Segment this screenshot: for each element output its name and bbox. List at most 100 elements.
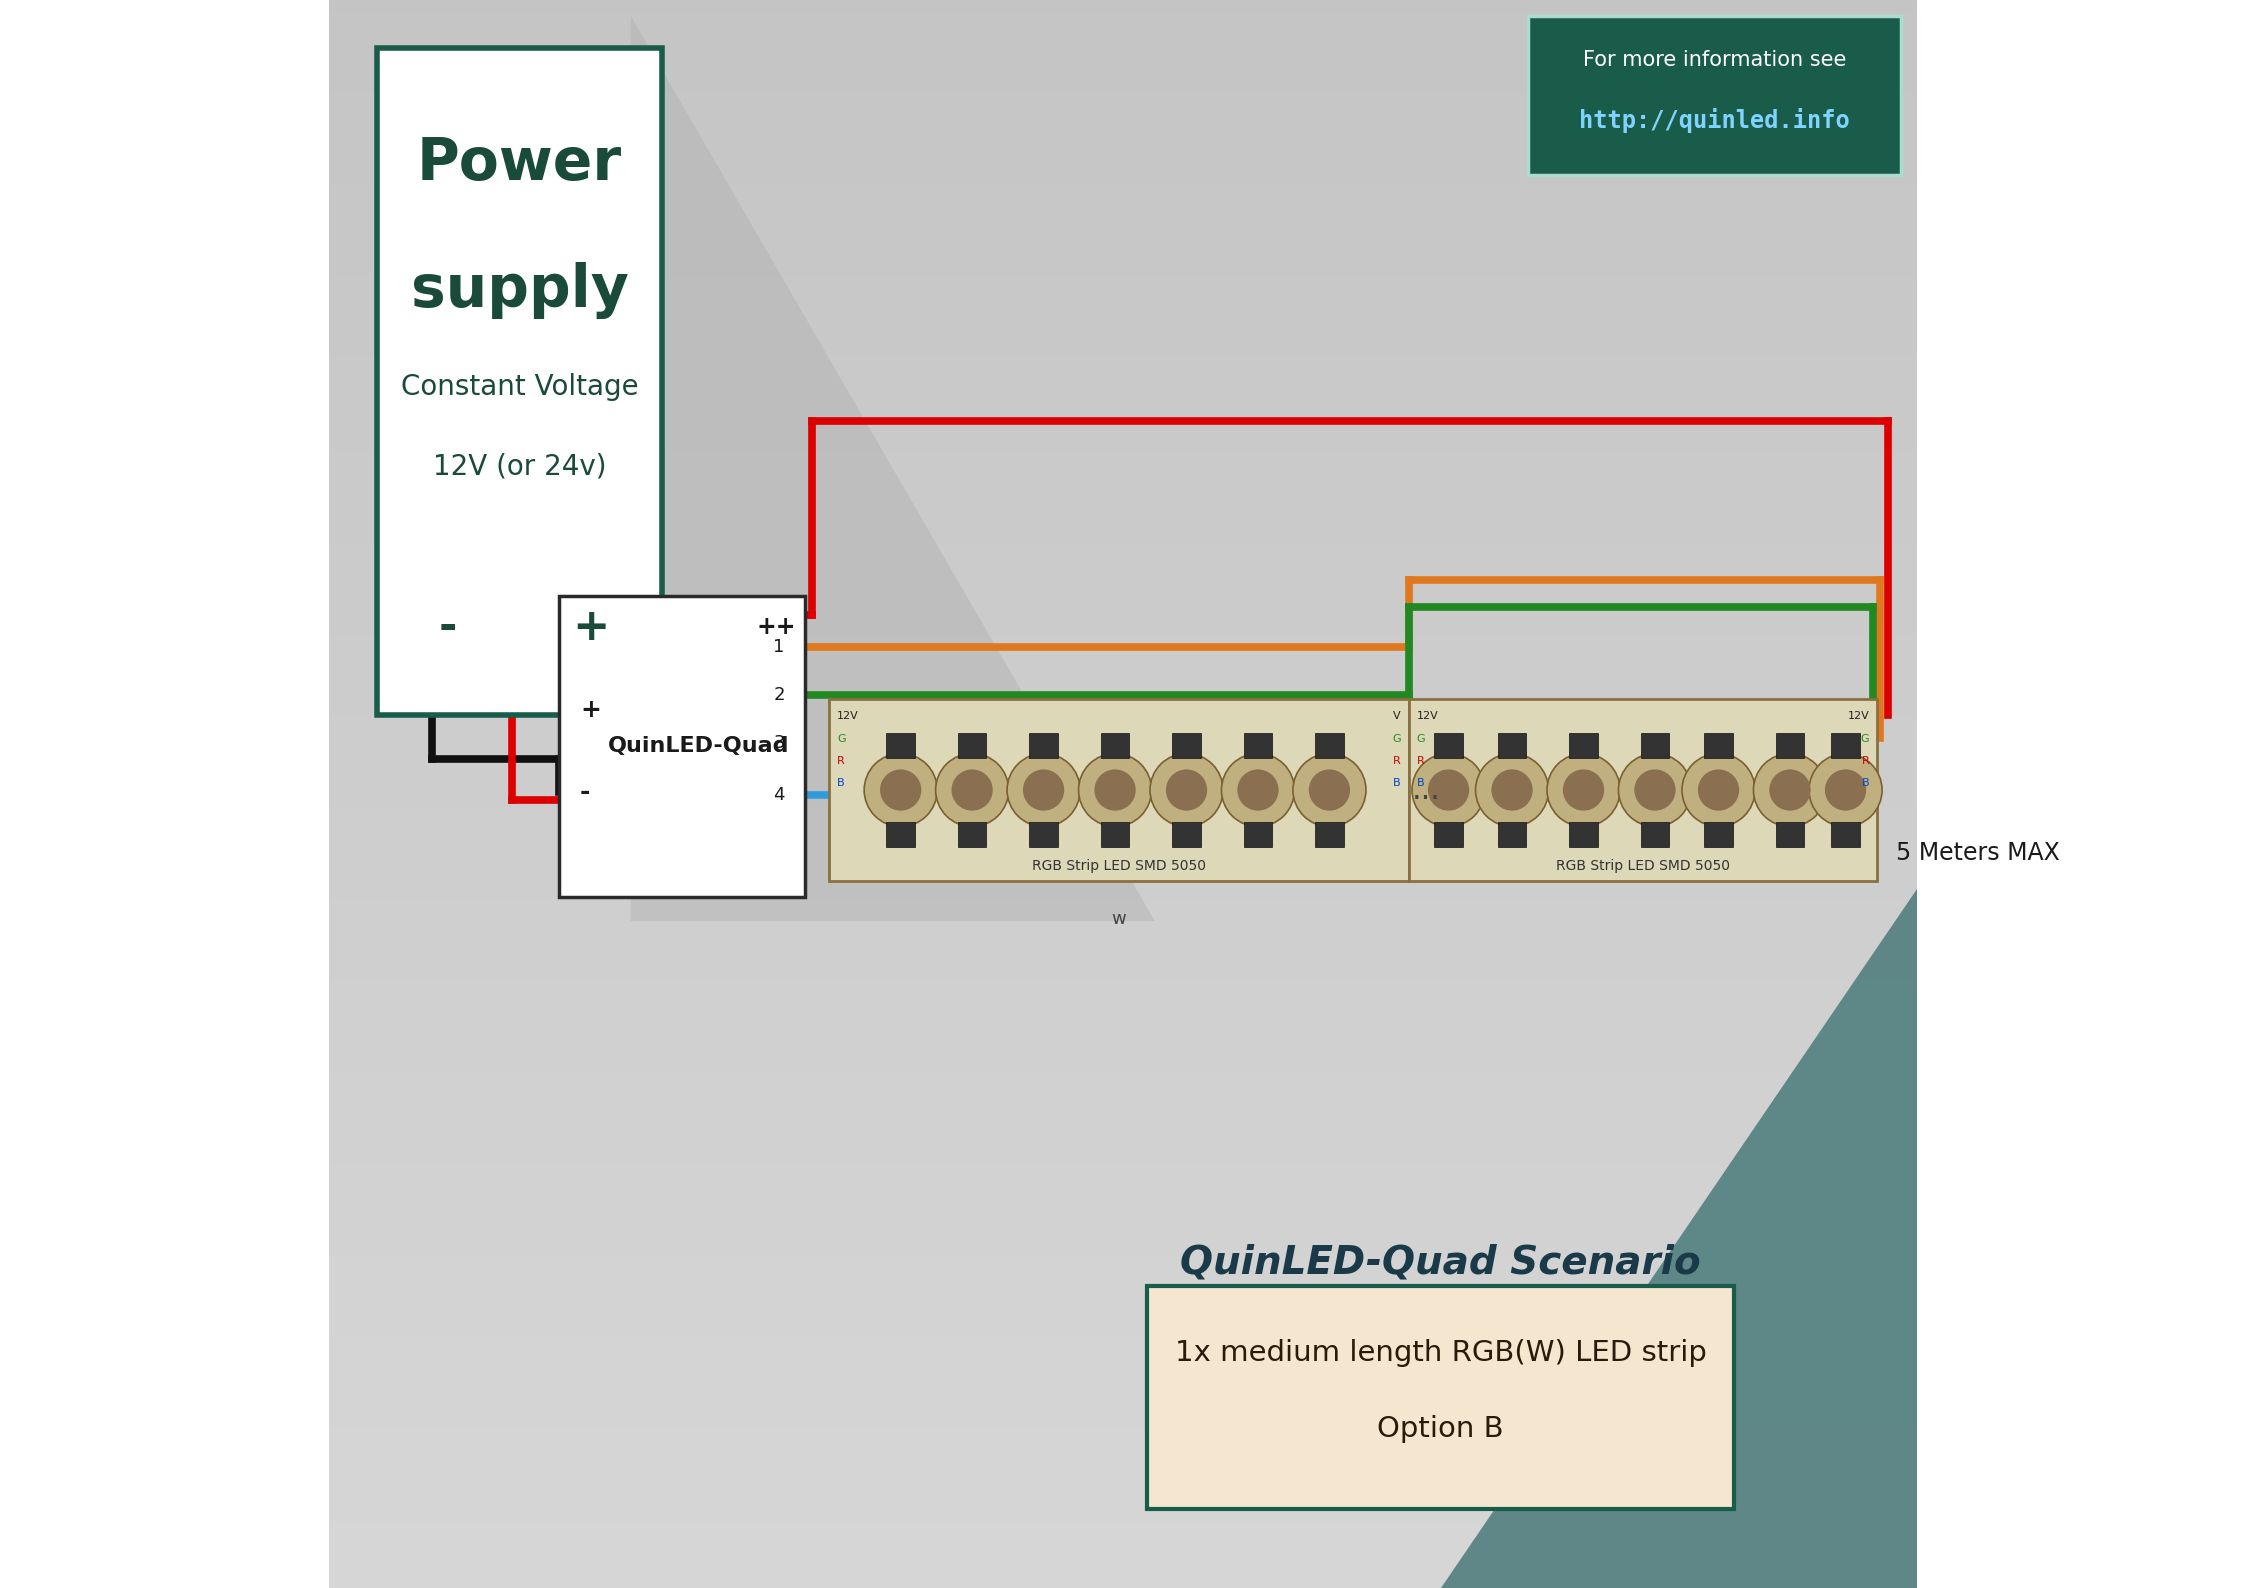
Bar <box>328 1575 1918 1588</box>
Circle shape <box>1770 769 1810 810</box>
Bar <box>1244 823 1271 848</box>
Bar <box>328 1231 1918 1243</box>
Bar <box>328 1521 1918 1536</box>
Bar <box>328 1178 1918 1191</box>
Bar <box>328 1005 1918 1019</box>
Bar <box>328 1496 1918 1509</box>
Polygon shape <box>1440 889 1918 1588</box>
Bar <box>328 1442 1918 1456</box>
Bar <box>1830 823 1860 848</box>
FancyBboxPatch shape <box>1408 699 1878 881</box>
Circle shape <box>1309 769 1350 810</box>
Text: -: - <box>438 605 458 649</box>
Text: 4: 4 <box>773 786 784 804</box>
Bar <box>328 1072 1918 1085</box>
Bar <box>328 569 1918 583</box>
Text: For more information see: For more information see <box>1583 51 1846 70</box>
Bar <box>328 40 1918 52</box>
Circle shape <box>1238 769 1278 810</box>
Text: -: - <box>579 780 591 804</box>
Bar <box>1316 732 1343 757</box>
Bar <box>328 186 1918 198</box>
Bar <box>1640 823 1669 848</box>
Bar <box>328 13 1918 27</box>
Bar <box>1777 823 1804 848</box>
Bar <box>328 476 1918 489</box>
FancyBboxPatch shape <box>559 596 806 897</box>
Text: ...: ... <box>1413 775 1442 805</box>
Circle shape <box>1476 753 1547 826</box>
Bar <box>328 1059 1918 1072</box>
Text: http://quinled.info: http://quinled.info <box>1579 108 1851 133</box>
Bar <box>328 52 1918 67</box>
Text: B: B <box>1417 778 1424 788</box>
Bar <box>328 1350 1918 1363</box>
Bar <box>328 211 1918 225</box>
Text: 1x medium length RGB(W) LED strip: 1x medium length RGB(W) LED strip <box>1175 1339 1707 1367</box>
Bar <box>328 767 1918 781</box>
FancyBboxPatch shape <box>377 48 663 715</box>
Bar <box>328 583 1918 596</box>
Bar <box>328 278 1918 291</box>
Circle shape <box>1150 753 1224 826</box>
FancyBboxPatch shape <box>829 699 1408 881</box>
Bar <box>328 821 1918 834</box>
Circle shape <box>937 753 1008 826</box>
Bar <box>328 67 1918 79</box>
Bar <box>328 79 1918 92</box>
Text: 12V: 12V <box>838 711 858 721</box>
Text: RGB Strip LED SMD 5050: RGB Strip LED SMD 5050 <box>1031 859 1206 873</box>
Bar <box>328 1363 1918 1377</box>
Bar <box>328 27 1918 40</box>
Bar <box>328 1164 1918 1178</box>
Bar <box>328 1112 1918 1124</box>
Circle shape <box>1826 769 1866 810</box>
Bar <box>328 106 1918 119</box>
Bar <box>328 1243 1918 1258</box>
Bar <box>957 732 986 757</box>
Bar <box>328 172 1918 186</box>
Bar <box>328 1469 1918 1482</box>
Circle shape <box>1294 753 1366 826</box>
Bar <box>957 823 986 848</box>
Bar <box>328 596 1918 608</box>
Bar <box>328 1191 1918 1204</box>
Bar <box>328 1139 1918 1151</box>
Bar <box>328 1218 1918 1231</box>
Circle shape <box>952 769 993 810</box>
Text: R: R <box>1417 756 1424 765</box>
Bar <box>328 1099 1918 1112</box>
Bar <box>328 265 1918 278</box>
Text: R: R <box>1862 756 1869 765</box>
Bar <box>887 732 914 757</box>
FancyBboxPatch shape <box>1148 1286 1734 1509</box>
Bar <box>328 754 1918 767</box>
Bar <box>328 489 1918 503</box>
Text: +: + <box>573 605 609 649</box>
Circle shape <box>1808 753 1882 826</box>
Text: G: G <box>1417 734 1426 743</box>
Bar <box>328 702 1918 715</box>
Bar <box>1172 732 1202 757</box>
Bar <box>328 437 1918 449</box>
Bar <box>1101 823 1130 848</box>
Text: Power: Power <box>418 135 622 192</box>
Bar <box>328 198 1918 211</box>
Bar <box>328 953 1918 966</box>
Bar <box>328 1019 1918 1032</box>
Bar <box>328 516 1918 529</box>
Text: 12V: 12V <box>1848 711 1869 721</box>
Bar <box>328 1482 1918 1496</box>
Bar <box>1830 732 1860 757</box>
Bar <box>328 119 1918 132</box>
Bar <box>328 688 1918 702</box>
Bar <box>328 622 1918 635</box>
Bar <box>328 1085 1918 1099</box>
Bar <box>1640 732 1669 757</box>
Text: G: G <box>1860 734 1869 743</box>
Bar <box>1029 823 1058 848</box>
Text: 5 Meters MAX: 5 Meters MAX <box>1896 842 2060 865</box>
Bar <box>328 291 1918 305</box>
Bar <box>328 873 1918 886</box>
Bar <box>328 397 1918 410</box>
